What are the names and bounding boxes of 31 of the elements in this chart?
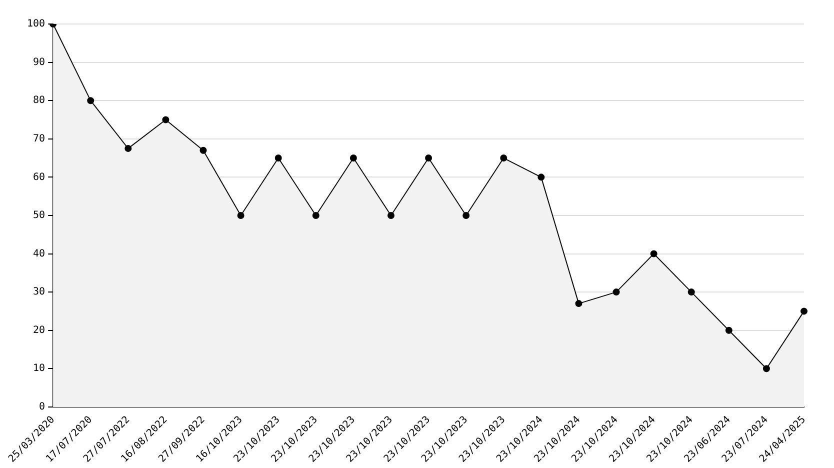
y-tick-label: 80 — [33, 95, 46, 106]
point — [538, 174, 545, 181]
y-tick-label: 0 — [39, 402, 46, 413]
y-tick-label: 70 — [33, 133, 46, 144]
point — [237, 212, 244, 219]
point — [274, 154, 282, 162]
point — [200, 146, 207, 154]
y-tick-label: 20 — [33, 324, 46, 336]
point — [462, 212, 470, 219]
point — [650, 250, 658, 258]
point — [350, 154, 357, 162]
point — [688, 288, 695, 296]
point — [87, 97, 94, 104]
point — [725, 326, 732, 334]
y-tick-label: 30 — [33, 286, 46, 298]
point — [387, 212, 394, 219]
point — [800, 308, 808, 315]
point — [762, 365, 770, 372]
point — [162, 116, 170, 124]
point — [612, 288, 620, 296]
y-tick-label: 60 — [33, 172, 46, 183]
point — [124, 144, 132, 152]
y-tick-label: 10 — [33, 363, 46, 374]
point — [312, 212, 320, 219]
y-tick-label: 40 — [33, 248, 46, 260]
point — [500, 154, 508, 162]
y-tick-label: 50 — [33, 210, 46, 222]
y-tick-label: 100 — [27, 18, 46, 30]
y-tick-label: 90 — [33, 56, 46, 68]
point — [425, 154, 432, 162]
point — [575, 300, 582, 308]
